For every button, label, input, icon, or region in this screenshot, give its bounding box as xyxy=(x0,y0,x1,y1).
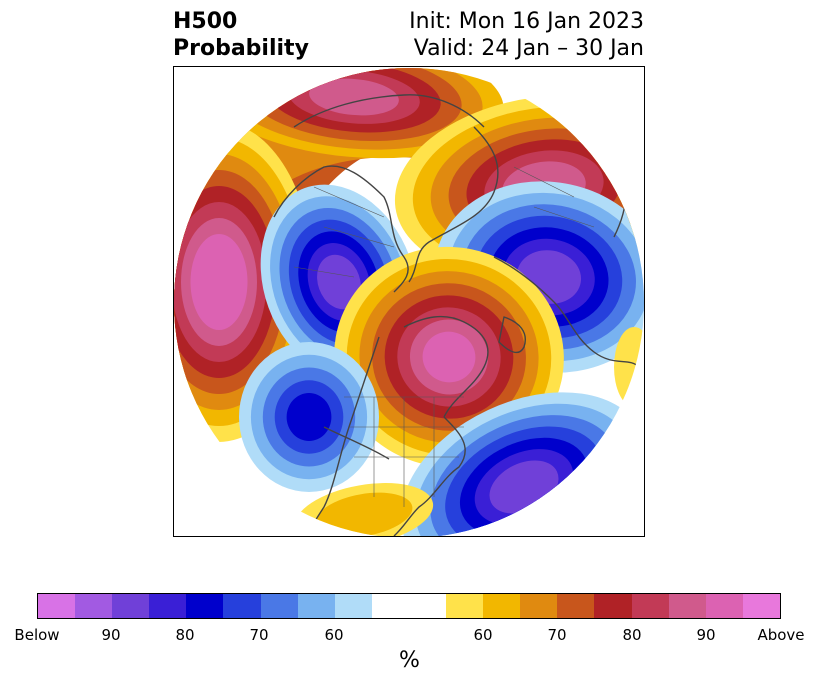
colorbar-bin xyxy=(631,594,669,618)
colorbar-tick-label: 60 xyxy=(473,626,493,644)
political-border xyxy=(313,186,385,218)
political-border xyxy=(323,226,395,248)
coastline xyxy=(273,165,409,293)
colorbar-bin xyxy=(260,594,298,618)
colorbar-bin xyxy=(705,594,743,618)
colorbar-unit: % xyxy=(399,648,420,673)
colorbar-bin xyxy=(223,594,261,618)
siberia-trough xyxy=(317,254,361,310)
colorbar-bin xyxy=(371,594,409,618)
political-border xyxy=(293,266,355,278)
colorbar-tick-label: 60 xyxy=(324,626,344,644)
colorbar-tick-label: 90 xyxy=(696,626,716,644)
chart-dates: Init: Mon 16 Jan 2023 Valid: 24 Jan – 30… xyxy=(409,8,644,62)
colorbar-tick-labels: Below 90 80 70 60 60 70 80 90 Above xyxy=(14,626,804,646)
canada-ridge xyxy=(422,331,476,383)
colorbar-bin xyxy=(75,594,113,618)
colorbar-tick-label: 80 xyxy=(175,626,195,644)
colorbar-bin xyxy=(668,594,706,618)
political-border xyxy=(533,206,595,228)
title-measure: Probability xyxy=(173,36,309,61)
subtropic-ridge xyxy=(315,492,413,536)
colorbar-bin xyxy=(408,594,447,618)
colorbar-bin xyxy=(334,594,372,618)
colorbar-bin xyxy=(297,594,335,618)
coastline xyxy=(498,316,526,354)
west-ridge xyxy=(190,234,248,330)
colorbar-bin xyxy=(483,594,521,618)
colorbar-tick-label: 70 xyxy=(547,626,567,644)
colorbar-bin xyxy=(446,594,484,618)
colorbar-bin xyxy=(149,594,187,618)
colorbar-tick-label: 70 xyxy=(249,626,269,644)
colorbar-tick-label: 90 xyxy=(101,626,121,644)
coastline xyxy=(393,416,466,536)
political-border xyxy=(513,166,575,198)
coastline xyxy=(493,256,640,368)
probability-map xyxy=(174,68,644,536)
chart-title: H500 Probability xyxy=(173,8,309,62)
colorbar-tick-label: 80 xyxy=(622,626,642,644)
title-variable: H500 xyxy=(173,9,238,34)
colorbar-tick-label: Below xyxy=(14,626,60,644)
colorbar-bin xyxy=(38,594,76,618)
colorbar xyxy=(37,593,781,619)
colorbar-bin xyxy=(742,594,780,618)
colorbar-bin xyxy=(520,594,558,618)
east-patch xyxy=(614,327,644,407)
init-date: Init: Mon 16 Jan 2023 xyxy=(409,9,644,34)
colorbar-tick-label: Above xyxy=(757,626,805,644)
colorbar-bin xyxy=(112,594,150,618)
colorbar-bin xyxy=(557,594,595,618)
colorbar-bin xyxy=(594,594,632,618)
colorbar-bin xyxy=(186,594,224,618)
polar-map xyxy=(173,66,645,537)
coastline xyxy=(403,315,489,418)
north-ridge xyxy=(309,78,399,116)
coastline xyxy=(323,426,390,460)
coastline xyxy=(408,126,499,283)
coastline xyxy=(293,94,485,128)
pacific-trough xyxy=(286,393,332,441)
valid-dates: Valid: 24 Jan – 30 Jan xyxy=(413,36,644,61)
